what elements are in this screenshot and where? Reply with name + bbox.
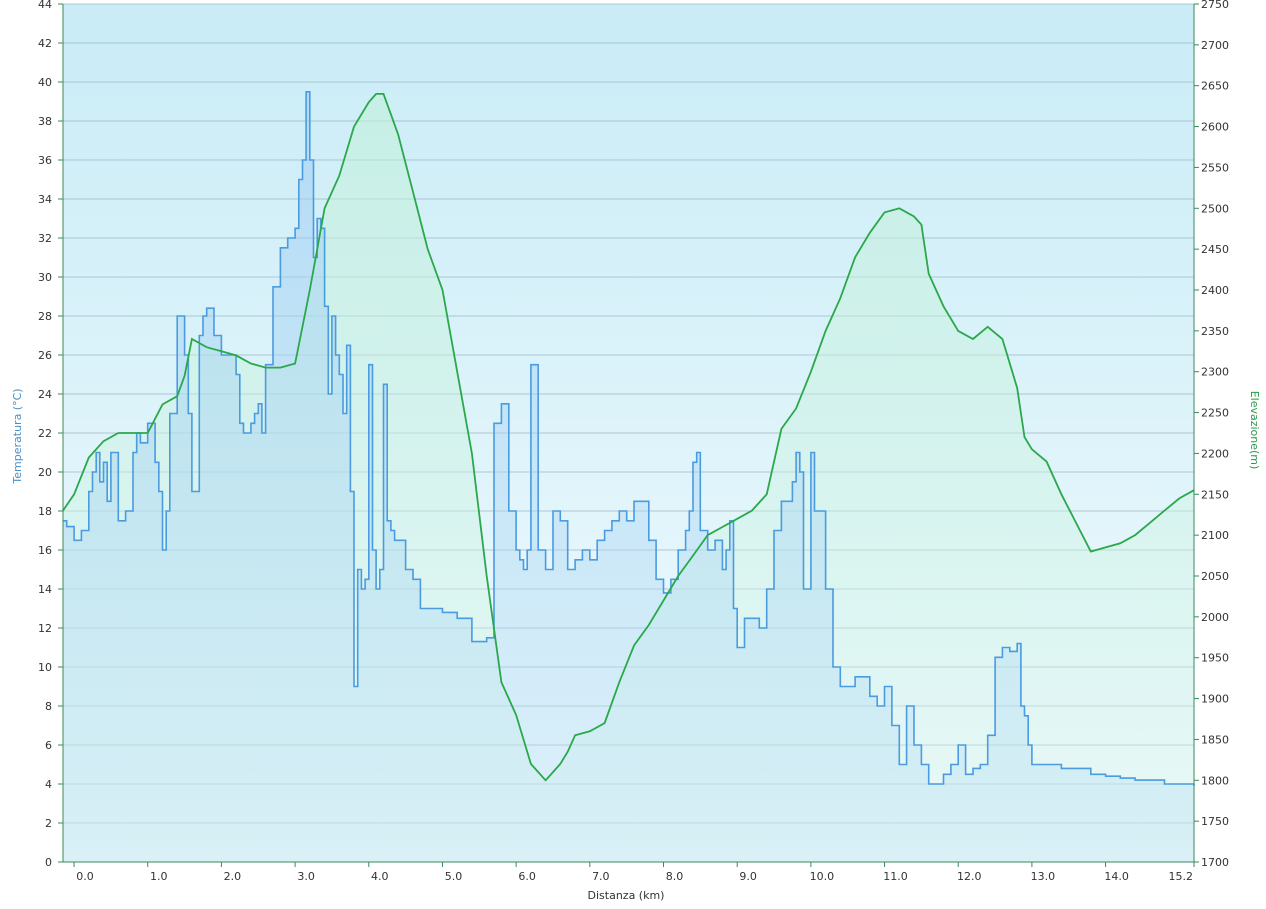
x-tick-label: 5.0 xyxy=(445,870,463,883)
left-tick-label: 26 xyxy=(38,349,52,362)
right-tick-label: 2300 xyxy=(1201,366,1229,379)
left-tick-label: 22 xyxy=(38,427,52,440)
right-tick-label: 2500 xyxy=(1201,202,1229,215)
left-tick-label: 24 xyxy=(38,388,52,401)
left-axis-ticks: 0246810121416182022242628303234363840424… xyxy=(38,0,63,869)
right-tick-label: 2350 xyxy=(1201,325,1229,338)
right-tick-label: 2400 xyxy=(1201,284,1229,297)
x-tick-label: 0.0 xyxy=(76,870,94,883)
left-tick-label: 40 xyxy=(38,76,52,89)
left-tick-label: 20 xyxy=(38,466,52,479)
temperature-series-line xyxy=(63,91,1195,786)
x-tick-label: 1.0 xyxy=(150,870,168,883)
left-tick-label: 32 xyxy=(38,232,52,245)
right-tick-label: 2050 xyxy=(1201,570,1229,583)
x-tick-label: 15.2 xyxy=(1169,870,1194,883)
left-tick-label: 18 xyxy=(38,505,52,518)
right-tick-label: 1900 xyxy=(1201,693,1229,706)
left-tick-label: 6 xyxy=(45,739,52,752)
left-tick-label: 34 xyxy=(38,193,52,206)
right-axis-ticks: 1700 1750 1800 1850 1900 1950 2000 2050 2100 2150… xyxy=(1194,0,1229,869)
left-axis-title: Temperatura (°C) xyxy=(11,388,24,484)
right-tick-label: 1750 xyxy=(1201,815,1229,828)
right-tick-label: 2100 xyxy=(1201,529,1229,542)
x-tick-label: 10.0 xyxy=(810,870,835,883)
right-tick-label: 2250 xyxy=(1201,407,1229,420)
right-tick-label: 2450 xyxy=(1201,243,1229,256)
right-tick-label: 1850 xyxy=(1201,733,1229,746)
x-axis-title: Distanza (km) xyxy=(588,889,665,902)
left-tick-label: 44 xyxy=(38,0,52,11)
x-tick-label: 14.0 xyxy=(1104,870,1129,883)
left-tick-label: 2 xyxy=(45,817,52,830)
x-tick-label: 4.0 xyxy=(371,870,389,883)
right-tick-label: 2000 xyxy=(1201,611,1229,624)
right-axis-title: Elevazione(m) xyxy=(1248,391,1261,470)
x-tick-label: 3.0 xyxy=(297,870,315,883)
temperature-area xyxy=(63,91,1194,863)
x-tick-label: 7.0 xyxy=(592,870,610,883)
x-axis-ticks: 0.0 1.0 2.0 3.0 4.0 5.0 6.0 7.0 8.0 9.0 10.0 11.0 12… xyxy=(73,862,1195,883)
x-tick-label: 2.0 xyxy=(224,870,242,883)
left-tick-label: 0 xyxy=(45,856,52,869)
x-tick-label: 6.0 xyxy=(518,870,536,883)
left-tick-label: 42 xyxy=(38,37,52,50)
x-tick-label: 11.0 xyxy=(883,870,908,883)
elevation-series-line xyxy=(62,93,1195,782)
right-tick-label: 1950 xyxy=(1201,652,1229,665)
right-tick-label: 2550 xyxy=(1201,161,1229,174)
left-tick-label: 12 xyxy=(38,622,52,635)
left-tick-label: 4 xyxy=(45,778,52,791)
x-tick-label: 9.0 xyxy=(739,870,757,883)
left-tick-label: 28 xyxy=(38,310,52,323)
right-tick-label: 1800 xyxy=(1201,774,1229,787)
right-tick-label: 2700 xyxy=(1201,39,1229,52)
x-tick-label: 8.0 xyxy=(666,870,684,883)
right-tick-label: 2750 xyxy=(1201,0,1229,11)
right-tick-label: 1700 xyxy=(1201,856,1229,869)
left-tick-label: 8 xyxy=(45,700,52,713)
left-tick-label: 16 xyxy=(38,544,52,557)
left-tick-label: 38 xyxy=(38,115,52,128)
x-tick-label: 13.0 xyxy=(1031,870,1056,883)
left-tick-label: 36 xyxy=(38,154,52,167)
right-tick-label: 2150 xyxy=(1201,488,1229,501)
left-tick-label: 10 xyxy=(38,661,52,674)
right-tick-label: 2200 xyxy=(1201,447,1229,460)
right-tick-label: 2600 xyxy=(1201,121,1229,134)
left-tick-label: 30 xyxy=(38,271,52,284)
left-tick-label: 14 xyxy=(38,583,52,596)
right-tick-label: 2650 xyxy=(1201,80,1229,93)
x-tick-label: 12.0 xyxy=(957,870,982,883)
